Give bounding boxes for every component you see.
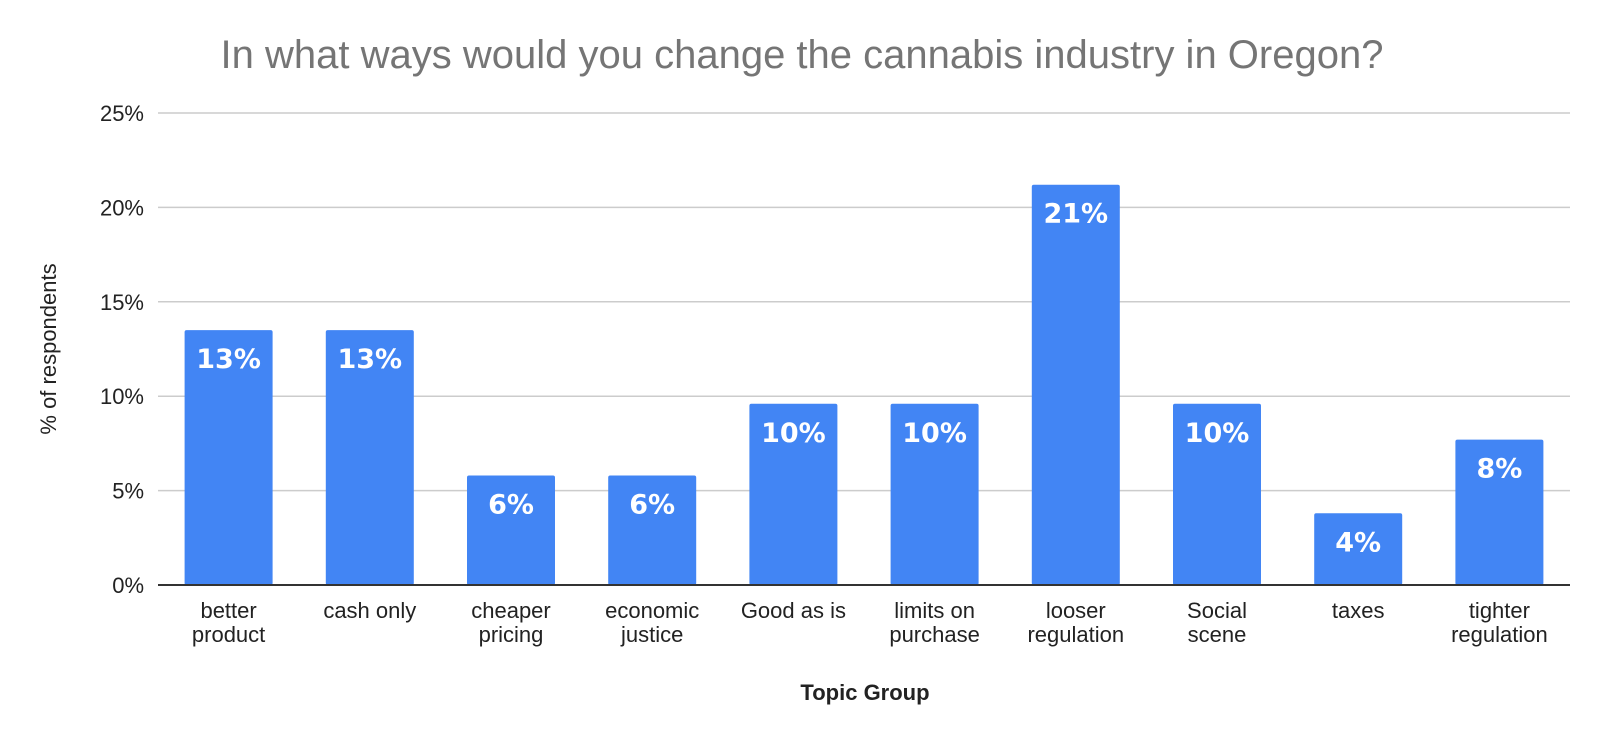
bar bbox=[1031, 184, 1120, 585]
bar-data-label: 13% bbox=[337, 344, 402, 375]
bar bbox=[890, 403, 979, 585]
bar bbox=[184, 330, 273, 585]
bar bbox=[1173, 403, 1261, 585]
x-category-label: better product bbox=[192, 598, 265, 647]
bar bbox=[608, 475, 697, 585]
x-category-label: cash only bbox=[323, 598, 416, 623]
bar-data-label: 21% bbox=[1043, 199, 1108, 230]
bar-data-label: 13% bbox=[196, 344, 261, 375]
bar-data-label: 6% bbox=[629, 489, 675, 520]
x-category-label: Social scene bbox=[1187, 598, 1247, 647]
bar-data-label: 4% bbox=[1335, 527, 1381, 558]
y-tick-label: 5% bbox=[112, 479, 144, 504]
bar-data-label: 6% bbox=[488, 489, 534, 520]
x-category-label: tighter regulation bbox=[1451, 598, 1548, 647]
bar bbox=[467, 475, 555, 585]
x-category-label: cheaper pricing bbox=[471, 598, 551, 647]
y-tick-label: 20% bbox=[100, 195, 144, 220]
x-category-label: looser regulation bbox=[1027, 598, 1124, 647]
bar bbox=[1455, 439, 1544, 585]
bar-data-label: 10% bbox=[1185, 418, 1250, 449]
bars bbox=[184, 184, 1544, 585]
chart-title: In what ways would you change the cannab… bbox=[221, 33, 1384, 77]
y-tick-label: 15% bbox=[100, 290, 144, 315]
bar-data-label: 8% bbox=[1476, 454, 1522, 485]
data-labels: 13% 13% 6% 6% 10% 10% 21% 10% 4% 8% bbox=[196, 199, 1522, 559]
x-axis-title: Topic Group bbox=[800, 680, 929, 705]
bar bbox=[749, 403, 838, 585]
x-category-label: limits on purchase bbox=[889, 598, 980, 647]
y-axis-title: % of respondents bbox=[36, 263, 61, 434]
y-tick-label: 25% bbox=[100, 101, 144, 126]
x-category-label: taxes bbox=[1332, 598, 1385, 623]
bar-data-label: 10% bbox=[902, 418, 967, 449]
bar bbox=[1314, 513, 1403, 585]
x-axis-categories: better product cash only cheaper pricing econ… bbox=[192, 598, 1548, 647]
x-category-label: Good as is bbox=[741, 598, 846, 623]
bar bbox=[325, 330, 414, 585]
y-axis-ticks: 0% 5% 10% 15% 20% 25% bbox=[100, 101, 144, 598]
bar-data-label: 10% bbox=[761, 418, 826, 449]
y-tick-label: 0% bbox=[112, 573, 144, 598]
y-tick-label: 10% bbox=[100, 384, 144, 409]
x-category-label: economic justice bbox=[605, 598, 699, 647]
